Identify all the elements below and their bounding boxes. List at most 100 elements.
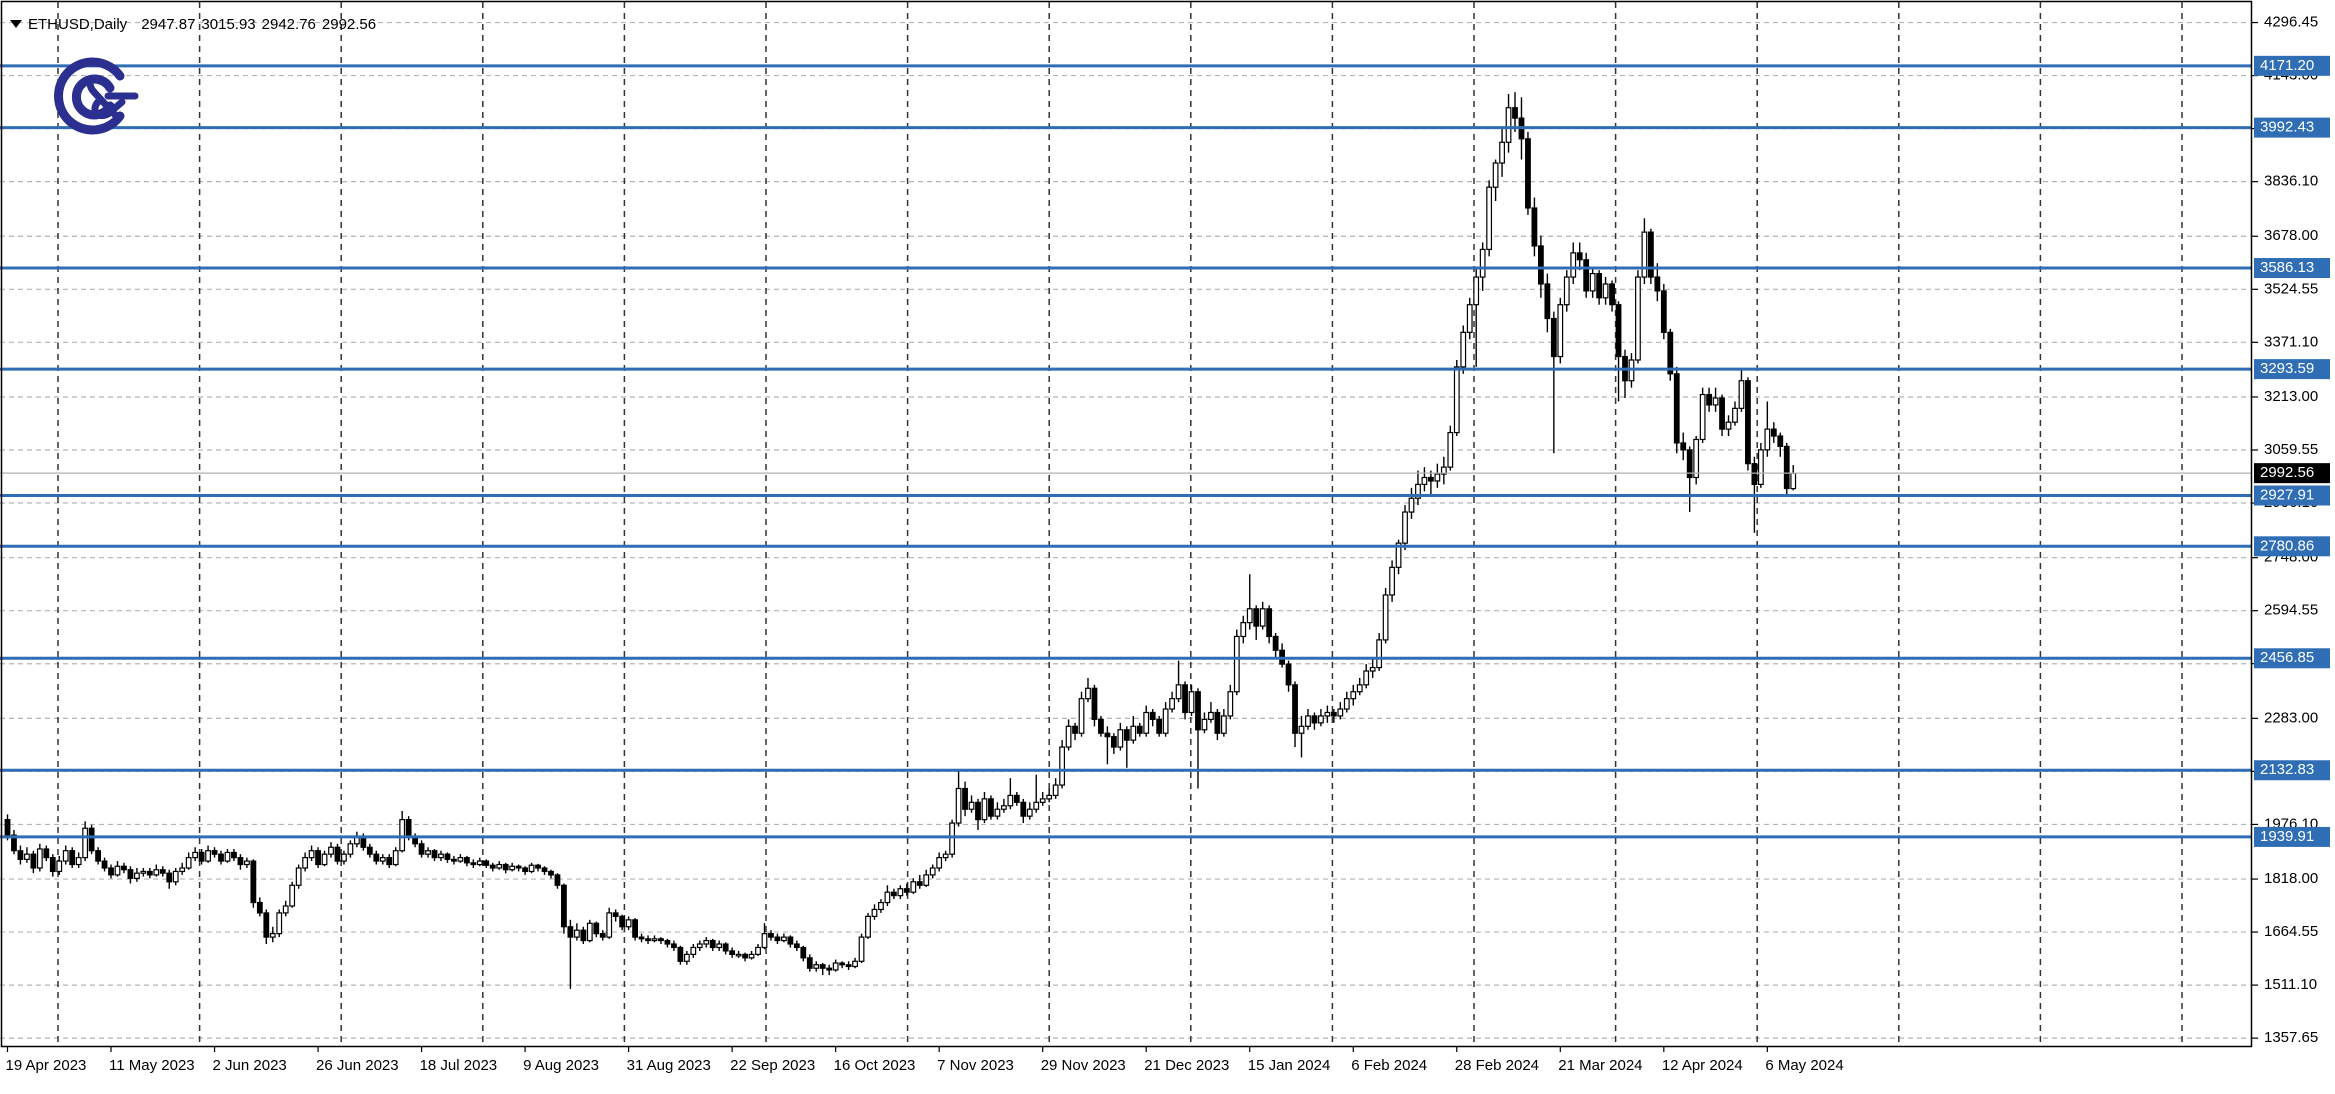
candle-body <box>75 857 82 866</box>
candle-body <box>49 857 56 873</box>
candle-body <box>1343 698 1350 710</box>
candle-body <box>1330 711 1337 717</box>
y-tick-label: 3371.10 <box>2264 333 2318 350</box>
candle-body <box>237 857 244 866</box>
candle-body <box>373 853 380 862</box>
candle-body <box>1790 472 1797 490</box>
x-tick-label: 21 Mar 2024 <box>1558 1057 1642 1074</box>
candle-body <box>1382 594 1389 641</box>
candle-body <box>1143 711 1150 734</box>
candle-body <box>645 938 651 942</box>
candle-body <box>1732 407 1738 423</box>
candle-body <box>1059 746 1066 786</box>
level-label: 4171.20 <box>2260 57 2314 74</box>
candle-body <box>755 946 761 955</box>
candle-body <box>308 850 315 859</box>
candle-body <box>489 864 496 869</box>
candle-body <box>1777 435 1784 447</box>
candle-body <box>405 819 412 838</box>
candle-body <box>671 943 677 949</box>
level-label: 3586.13 <box>2260 259 2314 276</box>
candle-body <box>658 938 664 942</box>
candle-body <box>483 860 490 866</box>
candle-body <box>88 827 95 852</box>
candle-body <box>1647 231 1654 278</box>
candle-body <box>735 953 742 957</box>
candle-body <box>1169 698 1176 710</box>
candle-body <box>619 915 626 928</box>
x-tick-label: 7 Nov 2023 <box>937 1057 1014 1074</box>
candle-body <box>243 860 250 866</box>
x-tick-label: 11 May 2023 <box>109 1057 195 1074</box>
x-tick-label: 26 Jun 2023 <box>316 1057 399 1074</box>
candle-body <box>205 850 211 862</box>
candle-body <box>1615 304 1622 358</box>
candle-body <box>328 846 334 855</box>
candle-body <box>1706 393 1713 406</box>
x-tick-label: 12 Apr 2024 <box>1662 1057 1743 1074</box>
candle-body <box>865 915 871 938</box>
candle-body <box>1052 784 1059 797</box>
high: 3015.93 <box>201 16 255 33</box>
candle-body <box>127 869 134 879</box>
candle-body <box>535 864 541 869</box>
candle-body <box>334 846 341 862</box>
y-tick-label: 3213.00 <box>2264 388 2318 405</box>
candle-body <box>1635 276 1641 361</box>
y-tick-label: 1818.00 <box>2264 870 2318 887</box>
candle-body <box>1285 663 1292 686</box>
candle-body <box>1020 801 1027 817</box>
candle-body <box>858 936 865 962</box>
y-tick-label: 4296.45 <box>2264 14 2318 31</box>
candle-body <box>1182 684 1188 714</box>
level-label: 2132.83 <box>2260 761 2314 778</box>
candle-body <box>962 787 968 810</box>
candle-body <box>269 933 276 938</box>
candle-body <box>438 853 444 859</box>
levels <box>0 64 2252 839</box>
candle-body <box>780 936 787 942</box>
level-label-box <box>2254 117 2330 138</box>
candle-body <box>496 863 503 869</box>
candle-body <box>470 862 477 866</box>
level-label-box <box>2254 536 2330 557</box>
candle-body <box>231 851 237 859</box>
candle-body <box>263 912 270 938</box>
candle-body <box>295 867 302 886</box>
candle-body <box>1783 445 1790 490</box>
candle-body <box>1376 639 1383 669</box>
candle-body <box>1557 304 1564 358</box>
candle-body <box>457 857 464 862</box>
candle-body <box>651 938 658 942</box>
logo-arc <box>54 57 125 135</box>
symbol: ETHUSD,Daily <box>28 16 128 33</box>
candle-body <box>11 834 17 852</box>
candle-body <box>1667 331 1674 375</box>
candle-body <box>884 891 891 904</box>
candle-body <box>800 946 807 959</box>
candle-body <box>1227 691 1234 717</box>
candle-body <box>1479 248 1486 278</box>
candle-body <box>1421 476 1428 486</box>
candle-body <box>819 964 826 969</box>
x-tick-label: 31 Aug 2023 <box>627 1057 711 1074</box>
y-tick-label: 1664.55 <box>2264 923 2318 940</box>
header: ETHUSD,Daily 2947.87 3015.93 2942.76 2992.56 <box>10 16 376 33</box>
candle-body <box>1123 729 1130 741</box>
candle-body <box>321 853 328 866</box>
candle-body <box>1466 304 1473 333</box>
candle-body <box>444 853 451 860</box>
candle-body <box>916 881 923 886</box>
candle-body <box>1078 698 1085 734</box>
candle-body <box>768 933 774 938</box>
candle-body <box>276 912 283 935</box>
candle-body <box>17 850 24 860</box>
candle-body <box>1602 283 1609 299</box>
candle-body <box>1745 380 1751 465</box>
candle-body <box>1259 608 1266 627</box>
x-tick-label: 2 Jun 2023 <box>213 1057 287 1074</box>
candle-body <box>548 870 554 876</box>
candle-body <box>140 870 147 874</box>
candle-body <box>541 867 548 873</box>
candle-body <box>716 943 723 949</box>
